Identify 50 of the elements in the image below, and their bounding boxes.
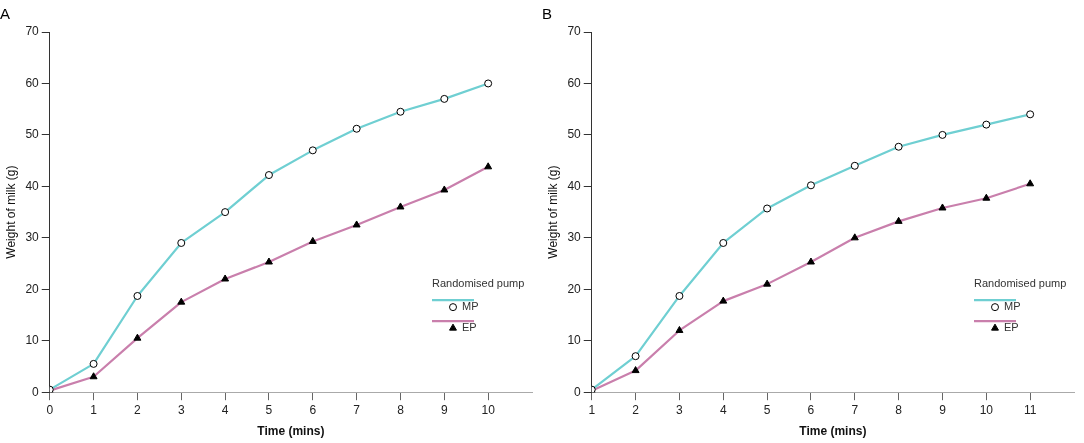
x-tick-label: 4 <box>221 402 229 417</box>
x-tick-label: 9 <box>939 402 947 417</box>
y-tick-label: 30 <box>567 230 582 245</box>
y-tick-label: 20 <box>25 281 40 296</box>
x-tick-label: 2 <box>632 402 640 417</box>
y-tick-label: 40 <box>567 178 582 193</box>
x-tick-label: 6 <box>807 402 815 417</box>
legend-label: EP <box>462 321 477 334</box>
x-tick-label: 11 <box>1023 402 1037 417</box>
legend-label: MP <box>1004 300 1021 313</box>
x-tick-label: 10 <box>979 402 994 417</box>
y-tick-label: 50 <box>567 127 582 142</box>
y-tick-label: 0 <box>574 384 582 399</box>
x-tick-label: 7 <box>353 402 361 417</box>
x-tick-label: 1 <box>90 402 98 417</box>
y-tick-label: 20 <box>567 281 582 296</box>
x-tick-label: 8 <box>895 402 903 417</box>
chart-title: B <box>542 5 553 23</box>
x-tick-label: 10 <box>481 402 496 417</box>
x-tick-label: 3 <box>676 402 684 417</box>
legend-title: Randomised pump <box>432 277 525 290</box>
x-tick-label: 0 <box>46 402 54 417</box>
y-tick-label: 70 <box>25 24 40 39</box>
legend-label: EP <box>1004 321 1019 334</box>
y-tick-label: 60 <box>25 75 40 90</box>
y-tick-label: 10 <box>567 333 582 348</box>
x-axis-title: Time (mins) <box>799 424 867 439</box>
x-tick-label: 2 <box>134 402 142 417</box>
y-tick-label: 50 <box>25 127 40 142</box>
y-tick-label: 0 <box>32 384 40 399</box>
x-tick-label: 6 <box>309 402 317 417</box>
x-tick-label: 5 <box>763 402 771 417</box>
y-tick-label: 70 <box>567 24 582 39</box>
x-tick-label: 5 <box>265 402 273 417</box>
x-tick-label: 7 <box>851 402 859 417</box>
y-tick-label: 60 <box>567 75 582 90</box>
y-axis-title: Weight of milk (g) <box>545 165 560 259</box>
x-tick-label: 4 <box>719 402 727 417</box>
legend-title: Randomised pump <box>974 277 1067 290</box>
x-axis-title: Time (mins) <box>257 424 325 439</box>
legend-label: MP <box>462 300 479 313</box>
y-tick-label: 10 <box>25 333 40 348</box>
x-tick-label: 9 <box>440 402 448 417</box>
y-tick-label: 40 <box>25 178 40 193</box>
y-axis-title: Weight of milk (g) <box>3 165 18 259</box>
x-tick-label: 8 <box>397 402 405 417</box>
x-tick-label: 3 <box>177 402 185 417</box>
x-tick-label: 1 <box>588 402 596 417</box>
y-tick-label: 30 <box>25 230 40 245</box>
chart-title: A <box>0 5 11 23</box>
